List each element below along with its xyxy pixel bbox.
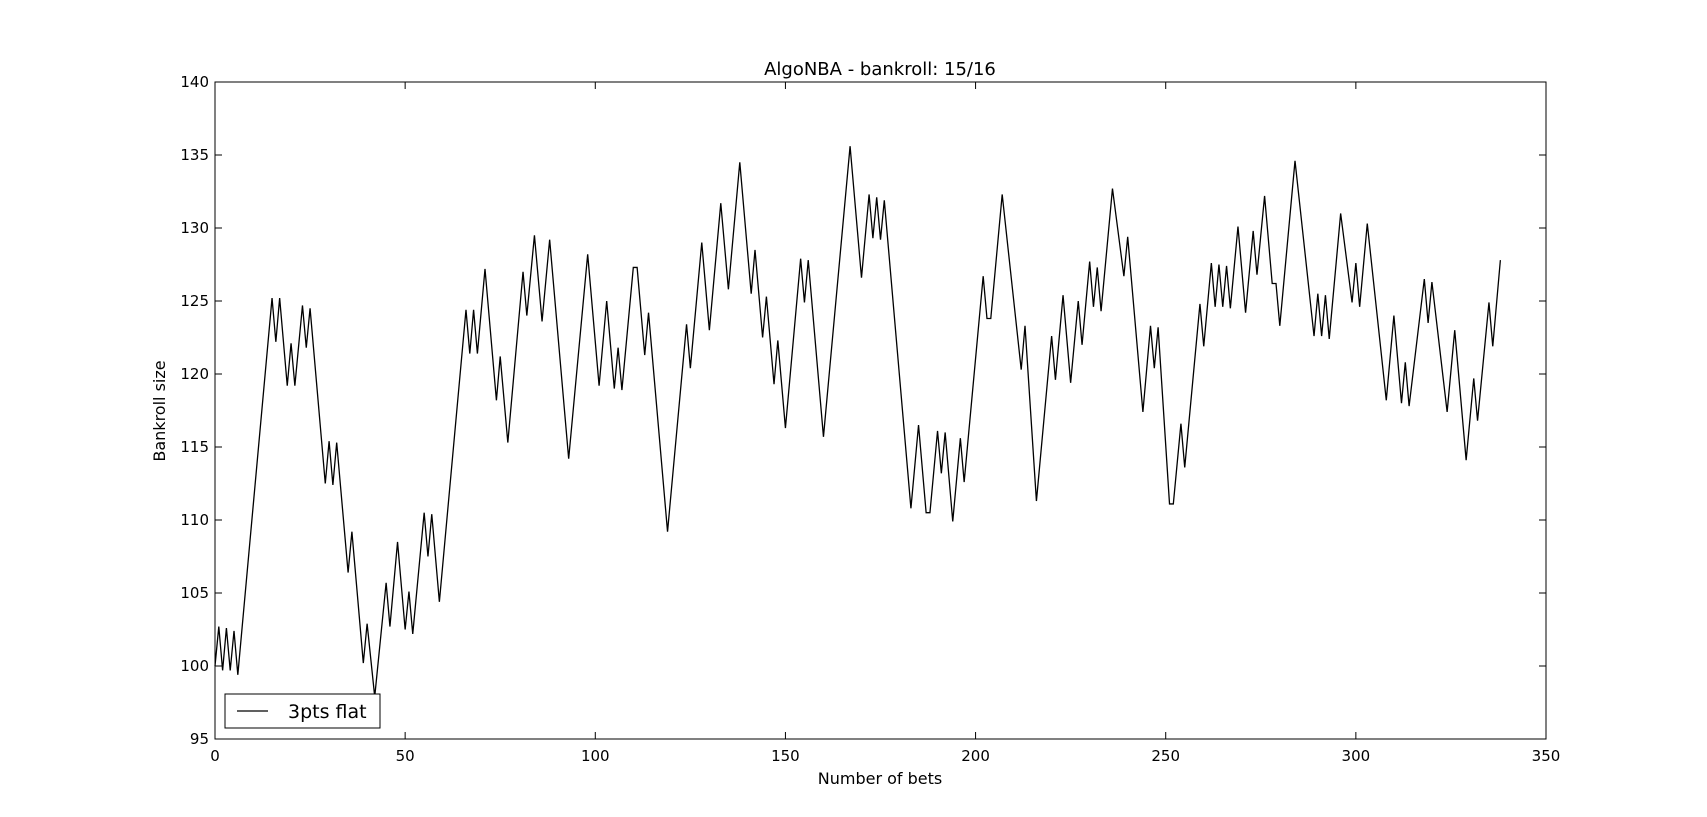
legend-label-3pts-flat: 3pts flat bbox=[288, 701, 367, 723]
legend: 3pts flat bbox=[224, 693, 381, 729]
x-tick-label: 350 bbox=[1532, 747, 1561, 765]
x-tick-label: 250 bbox=[1151, 747, 1180, 765]
y-tick-label: 130 bbox=[180, 219, 209, 237]
y-tick-label: 95 bbox=[190, 730, 209, 748]
chart-title: AlgoNBA - bankroll: 15/16 bbox=[764, 59, 996, 80]
x-tick-label: 150 bbox=[771, 747, 800, 765]
y-tick-label: 140 bbox=[180, 73, 209, 91]
series-line-3pts-flat bbox=[214, 146, 1502, 697]
x-axis-label: Number of bets bbox=[818, 769, 942, 788]
series-group bbox=[214, 146, 1502, 697]
plot-frame bbox=[214, 81, 1547, 740]
y-tick-label: 115 bbox=[180, 438, 209, 456]
x-tick-label: 100 bbox=[581, 747, 610, 765]
y-tick-label: 135 bbox=[180, 146, 209, 164]
y-tick-label: 110 bbox=[180, 511, 209, 529]
axis-ticks: 0 50 100 150 200 250 300 350 95 100 105 110 115 120 12… bbox=[180, 73, 1560, 765]
x-tick-label: 200 bbox=[961, 747, 990, 765]
y-tick-label: 125 bbox=[180, 292, 209, 310]
x-tick-label: 300 bbox=[1342, 747, 1371, 765]
y-tick-label: 120 bbox=[180, 365, 209, 383]
x-tick-label: 50 bbox=[396, 747, 415, 765]
y-tick-label: 100 bbox=[180, 657, 209, 675]
y-tick-label: 105 bbox=[180, 584, 209, 602]
x-tick-label: 0 bbox=[210, 747, 220, 765]
y-axis-label: Bankroll size bbox=[150, 360, 169, 461]
